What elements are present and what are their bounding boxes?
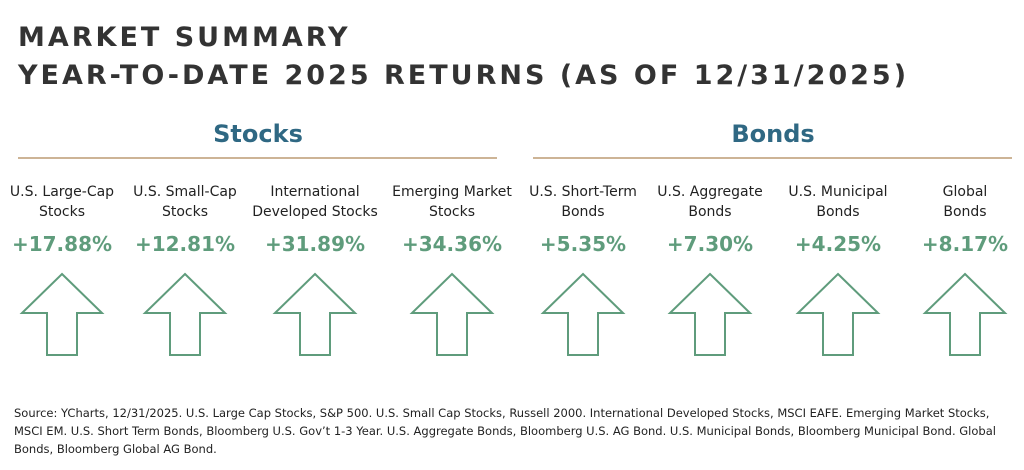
item-value: +12.81% — [134, 232, 236, 256]
group-title: Bonds — [731, 120, 815, 148]
divider — [18, 157, 497, 159]
item-label: International — [270, 184, 360, 200]
item-value: +17.88% — [11, 232, 113, 256]
item-label: Bonds — [816, 204, 860, 220]
item-label: Bonds — [561, 204, 605, 220]
up-arrow — [540, 272, 626, 356]
item-label: U.S. Short-Term — [529, 184, 637, 200]
item-label: Developed Stocks — [252, 204, 378, 220]
item-label: U.S. Small-Cap — [133, 184, 237, 200]
up-arrow — [142, 272, 228, 356]
item-value: +4.25% — [794, 232, 882, 256]
item-label: U.S. Large-Cap — [9, 184, 115, 200]
item-value: +31.89% — [264, 232, 366, 256]
up-arrow — [795, 272, 881, 356]
item-label: Global — [942, 184, 988, 200]
item-label: U.S. Municipal — [788, 184, 888, 200]
up-arrow — [409, 272, 495, 356]
item-value: +5.35% — [539, 232, 627, 256]
title-line: MARKET SUMMARY — [18, 22, 351, 53]
item-label: Stocks — [38, 204, 86, 220]
up-arrow — [19, 272, 105, 356]
item-value: +34.36% — [401, 232, 503, 256]
source-note: Source: YCharts, 12/31/2025. U.S. Large … — [14, 406, 996, 456]
up-arrow — [272, 272, 358, 356]
up-arrow — [667, 272, 753, 356]
item-label: Bonds — [688, 204, 732, 220]
item-value: +7.30% — [666, 232, 754, 256]
group-title: Stocks — [213, 120, 303, 148]
item-label: Stocks — [428, 204, 476, 220]
up-arrow — [922, 272, 1008, 356]
item-label: Stocks — [161, 204, 209, 220]
item-label: Bonds — [943, 204, 987, 220]
item-label: Emerging Market — [392, 184, 512, 200]
divider — [533, 157, 1012, 159]
item-label: U.S. Aggregate — [657, 184, 763, 200]
title-line: YEAR-TO-DATE 2025 RETURNS (AS OF 12/31/2… — [18, 60, 910, 91]
item-value: +8.17% — [921, 232, 1009, 256]
